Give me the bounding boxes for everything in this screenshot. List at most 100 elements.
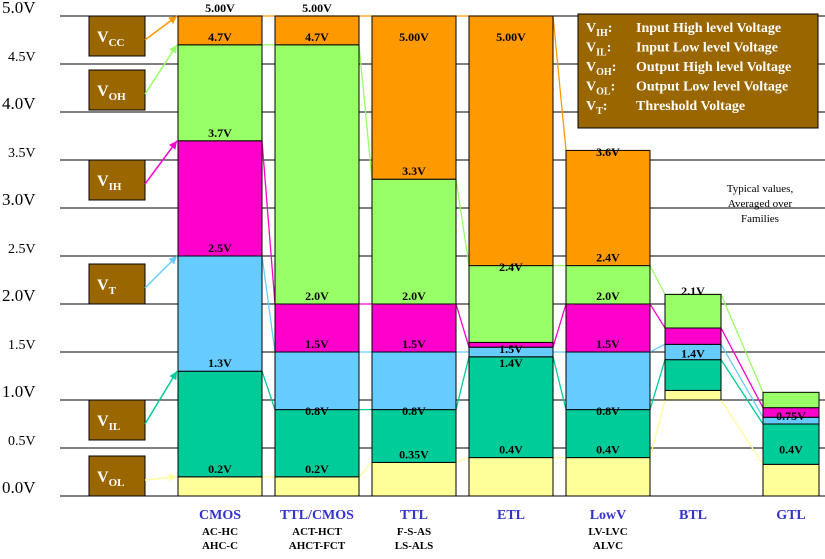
value-label: 0.8V (402, 404, 426, 418)
side-box-vt: VT (88, 255, 178, 305)
value-label: 2.5V (208, 241, 232, 255)
legend-description: Input Low level Voltage (636, 41, 778, 56)
bar-segment-vol (177, 476, 263, 497)
bar-ttlcmos: 0.2V 0.8V 1.5V 2.0V 4.7V 5.00V (274, 1, 360, 497)
bar-segment-vol (274, 476, 360, 497)
side-box (88, 263, 146, 305)
value-label: 5.00V (302, 1, 332, 15)
side-box-voh: VOH (88, 44, 178, 111)
bar-segment-vil (762, 423, 820, 465)
side-box (88, 69, 146, 111)
family-name: GTL (776, 508, 806, 523)
y-axis: 0.0V 0.5V 1.0V 1.5V 2.0V 2.5V 3.0V 3.5V 4.0V 4.5V… (2, 0, 36, 497)
bar-segment-vih (664, 327, 722, 345)
value-label: 2.0V (596, 289, 620, 303)
value-label: 0.2V (305, 462, 329, 476)
family-subtype: AHCT-FCT (289, 540, 346, 552)
value-label: 2.0V (402, 289, 426, 303)
y-tick-label: 4.0V (2, 94, 36, 113)
bar-segment-vt (274, 351, 360, 411)
value-label: 4.7V (208, 30, 232, 44)
side-box-vih: VIH (88, 140, 178, 201)
value-label: 0.4V (596, 443, 620, 457)
family-name: TTL/CMOS (280, 508, 354, 523)
family-subtype: F-S-AS (397, 526, 431, 538)
bar-segment-vil (565, 409, 651, 459)
value-label: 0.75V (776, 409, 806, 423)
family-subtype: ACT-HCT (292, 526, 342, 538)
bar-segment-vol (371, 461, 457, 497)
note-line: Typical values, (727, 183, 794, 195)
side-box-vcc: VCC (88, 15, 178, 57)
value-label: 1.4V (499, 356, 523, 370)
legend-description: Output High level Voltage (636, 60, 791, 75)
bar-lowv: 0.4V 0.8V 1.5V 2.0V 2.4V 3.6V (565, 145, 651, 497)
bar-segment-vil (371, 409, 457, 463)
y-tick-label: 2.5V (8, 242, 36, 257)
arrow-line (144, 44, 178, 95)
family-subtype: AC-HC (202, 526, 238, 538)
arrow-head (169, 140, 177, 150)
arrow-line (144, 370, 178, 425)
bar-segment-vih (274, 303, 360, 353)
y-tick-label: 1.0V (2, 382, 36, 401)
family-name: TTL (400, 508, 428, 523)
bar-ttl: 0.35V 0.8V 1.5V 2.0V 3.3V 5.00V (371, 15, 457, 497)
value-label: 0.8V (596, 404, 620, 418)
bar-segment-voh (177, 44, 263, 142)
value-label: 1.5V (402, 337, 426, 351)
value-label: 2.4V (596, 251, 620, 265)
side-box (88, 159, 146, 201)
bar-segment-vil (274, 409, 360, 478)
family-subtype: LS-ALS (395, 540, 434, 552)
bar-segment-vcc (468, 15, 554, 267)
bar-segment-voh (762, 391, 820, 409)
legend-description: Threshold Voltage (636, 99, 745, 114)
family-name: BTL (679, 508, 707, 523)
family-name: CMOS (199, 508, 241, 523)
side-box-vol: VOL (88, 455, 178, 497)
value-label: 0.4V (779, 443, 803, 457)
bar-segment-vil (664, 359, 722, 391)
value-label: 0.35V (399, 447, 429, 461)
side-box-vil: VIL (88, 370, 178, 441)
value-label: 1.3V (208, 356, 232, 370)
arrow-head (169, 44, 177, 54)
value-label: 2.0V (305, 289, 329, 303)
bar-segment-vcc (274, 15, 360, 46)
value-label: 0.4V (499, 443, 523, 457)
arrow-head (169, 371, 177, 381)
bar-segment-vih (565, 303, 651, 353)
bar-segment-voh (468, 265, 554, 343)
value-label: 2.4V (499, 260, 523, 274)
bar-etl: 0.4V 1.4V1.5V 2.4V 5.00V (468, 15, 554, 497)
arrow-head (168, 256, 177, 265)
family-subtype: LV-LVC (588, 526, 627, 538)
value-label: 3.7V (208, 126, 232, 140)
family-name: LowV (590, 508, 627, 523)
legend-description: Output Low level Voltage (636, 80, 788, 95)
side-box (88, 399, 146, 441)
bar-segment-vcc (177, 15, 263, 46)
value-label: 2.1V (681, 284, 705, 298)
bar-segment-voh (565, 265, 651, 305)
value-label: 1.5V (305, 337, 329, 351)
y-tick-label: 0.5V (8, 434, 36, 449)
bar-segment-vt (177, 255, 263, 372)
value-label: 0.8V (305, 404, 329, 418)
legend-box (577, 13, 819, 129)
bar-gtl: 0.4V 0.75V (762, 391, 820, 497)
bar-segment-vol (565, 457, 651, 497)
note-line: Averaged over (728, 198, 793, 210)
y-tick-label: 3.5V (8, 146, 36, 161)
value-label: 1.5V (596, 337, 620, 351)
value-label: 3.3V (402, 164, 426, 178)
bar-segment-vil (468, 356, 554, 459)
legend-description: Input High level Voltage (636, 21, 781, 36)
value-label: 0.2V (208, 462, 232, 476)
bar-segment-voh (664, 293, 722, 329)
y-tick-label: 1.5V (8, 338, 36, 353)
bar-segment-vcc (371, 15, 457, 180)
